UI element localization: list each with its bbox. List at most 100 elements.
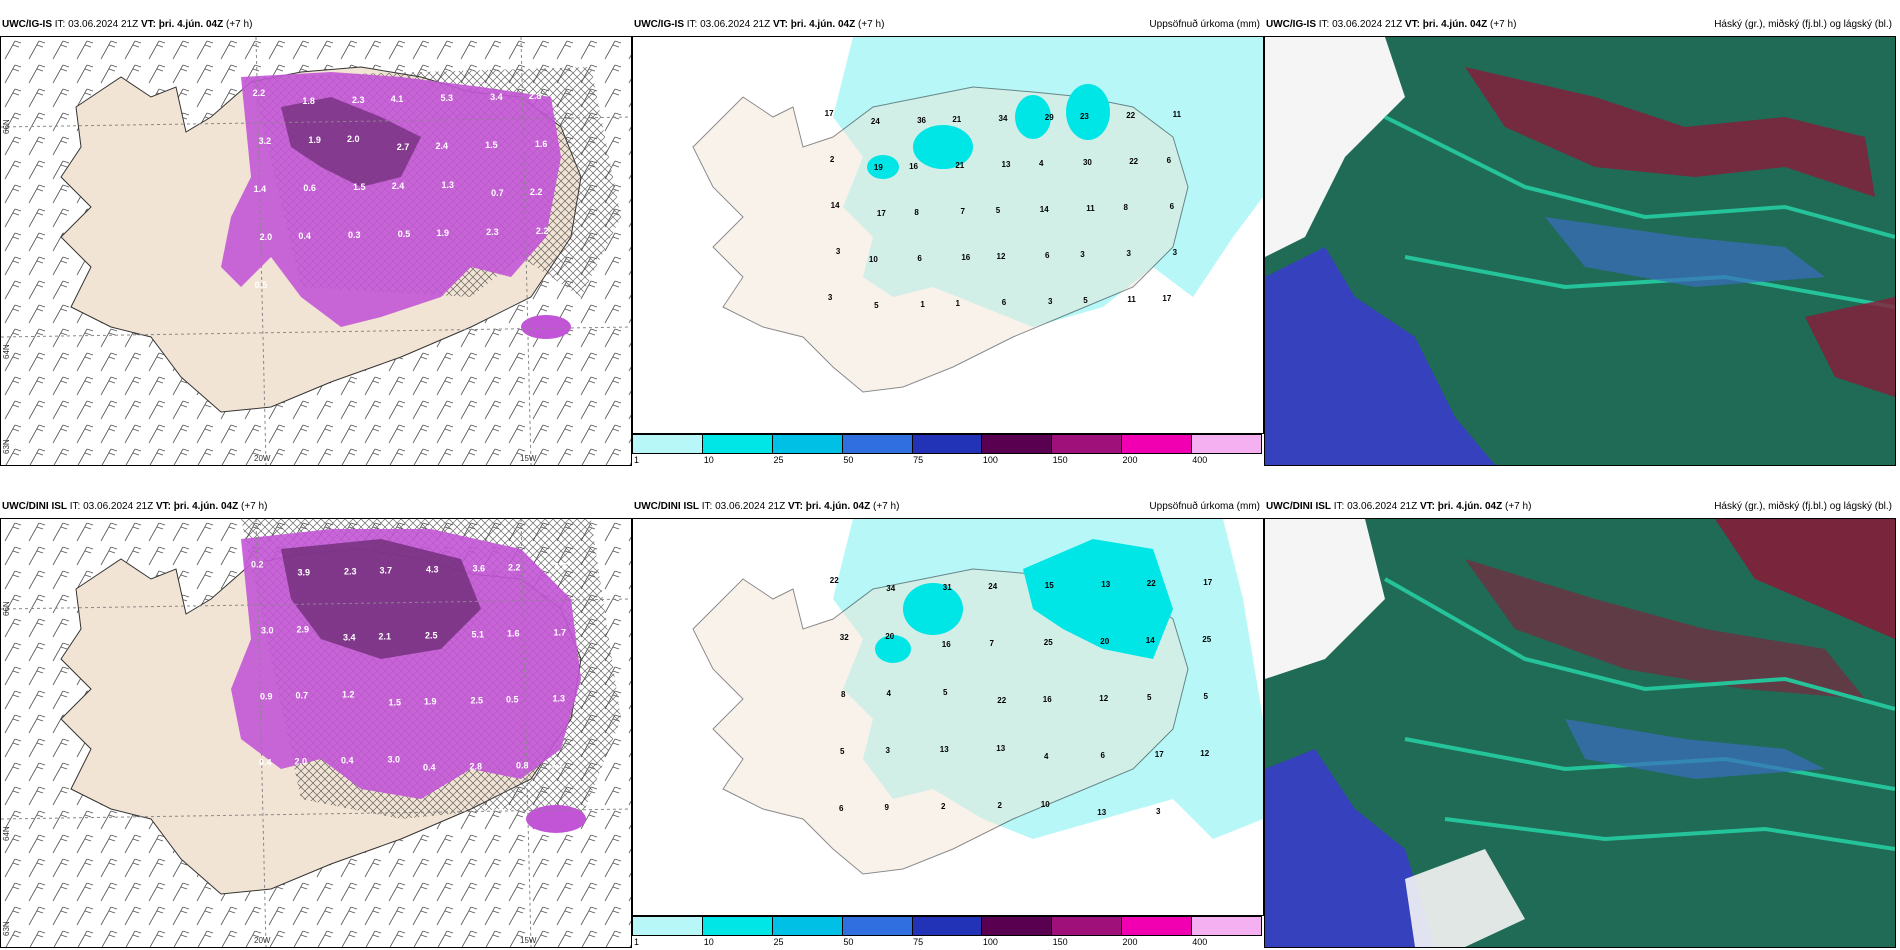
value-label: 24 [871, 117, 880, 126]
lead-time: (+7 h) [858, 19, 885, 30]
precip-max [1066, 84, 1110, 140]
value-label: 2.0 [347, 134, 360, 144]
cloud-map-canvas [1265, 37, 1895, 465]
value-label: 2 [830, 155, 835, 164]
value-label: 17 [825, 109, 834, 118]
legend-tick: 10 [703, 937, 714, 947]
value-label: 5 [840, 747, 845, 756]
value-label: 3 [828, 293, 833, 302]
legend-swatch [1192, 435, 1262, 453]
legend-swatch [982, 435, 1053, 453]
value-label: 22 [997, 696, 1006, 705]
map-title: Uppsöfnuð úrkoma (mm) [1149, 501, 1260, 512]
value-label: 20 [1100, 637, 1109, 646]
precip-max [1023, 539, 1173, 659]
it-label: IT: [54, 19, 66, 30]
panel-precip-dini: UWC/DINI ISL IT: 03.06.2024 21Z VT: þri.… [632, 496, 1264, 947]
value-label: 11 [1086, 204, 1095, 213]
panel-header: UWC/DINI ISL IT: 03.06.2024 21Z VT: þri.… [632, 496, 1264, 518]
value-label: 12 [1200, 749, 1209, 758]
value-label: 17 [1203, 578, 1212, 587]
value-label: 0.5 [255, 280, 268, 290]
vt-label: VT: [1419, 501, 1435, 512]
value-label: 2.3 [344, 567, 357, 577]
vt-value: þri. 4.jún. 04Z [173, 501, 239, 512]
map-title: Háský (gr.), miðský (fj.bl.) og lágský (… [1714, 501, 1892, 512]
lon-label: 20W [254, 454, 271, 463]
value-label: 0.3 [348, 230, 361, 240]
legend-tick: 200 [1122, 455, 1138, 465]
snow-map: 0.2 3.9 2.3 3.7 4.3 3.6 2.2 1.5 3.0 2.9 3.4 2.1 2.5 5… [0, 518, 632, 948]
value-label: 1 [956, 299, 961, 308]
value-label: 2.4 [392, 181, 405, 191]
legend-tick: 50 [843, 937, 854, 947]
it-value: 03.06.2024 21Z [715, 501, 786, 512]
value-label: 7 [961, 207, 966, 216]
value-label: 4 [887, 689, 892, 698]
high-cloud-red [1465, 559, 1865, 699]
value-label: 32 [840, 633, 849, 642]
value-label: 10 [869, 255, 878, 264]
value-label: 30 [1083, 158, 1092, 167]
panel-header: UWC/IG-IS IT: 03.06.2024 21Z VT: þri. 4.… [0, 14, 632, 36]
precip-max [903, 583, 963, 635]
vt-label: VT: [772, 19, 788, 30]
precip-max [875, 635, 911, 663]
value-label: 36 [917, 116, 926, 125]
value-label: 1.8 [302, 96, 315, 106]
legend-swatch [912, 917, 983, 935]
value-label: 21 [955, 161, 964, 170]
lead-time: (+7 h) [1505, 501, 1532, 512]
value-label: 4 [1039, 159, 1044, 168]
legend-swatch [702, 917, 773, 935]
graticule [520, 37, 532, 465]
value-label: 2.5 [425, 631, 438, 641]
value-label: 15 [1045, 581, 1054, 590]
value-label: 25 [1044, 638, 1053, 647]
legend-tick: 400 [1192, 937, 1208, 947]
cloud-edge [1384, 115, 1895, 309]
value-label: 1.2 [551, 760, 564, 770]
legend-swatch [1122, 435, 1193, 453]
precip-field-light [833, 37, 1263, 327]
legend-tick: 75 [913, 937, 924, 947]
precip-legend: 1 10 25 50 75 100 150 200 400 [632, 916, 1262, 950]
value-label: 2.2 [508, 563, 521, 573]
panel-clouds-dini: UWC/DINI ISL IT: 03.06.2024 21Z VT: þri.… [1264, 496, 1896, 948]
value-label: 6 [1045, 251, 1050, 260]
value-label: 6 [917, 254, 922, 263]
graticule [255, 519, 267, 947]
value-label: 8 [914, 208, 919, 217]
lat-label: 64N [2, 344, 11, 359]
legend-colorbar [632, 916, 1262, 936]
snow-core [281, 97, 421, 187]
map-title: Uppsöfnuð úrkoma (mm) [1149, 19, 1260, 30]
snow-patch [526, 805, 586, 833]
legend-tick: 100 [982, 937, 998, 947]
value-label: 9 [885, 803, 890, 812]
value-label: 12 [997, 252, 1006, 261]
value-label: 5.3 [440, 93, 453, 103]
value-label: 2.9 [296, 625, 309, 635]
value-label: 23 [1080, 112, 1089, 121]
value-label: 1.4 [254, 184, 267, 194]
value-label: 0.5 [506, 695, 519, 705]
it-label: IT: [1333, 501, 1345, 512]
model-name: UWC/IG-IS [634, 19, 684, 30]
lead-time: (+7 h) [873, 501, 900, 512]
value-label: 2 [941, 802, 946, 811]
legend-swatch [1052, 917, 1123, 935]
value-label: 24 [988, 582, 997, 591]
snow-map: 2.2 1.8 2.3 4.1 5.3 3.4 2.8 3.2 1.9 2.0 2.7 2.4 1.5 1… [0, 36, 632, 466]
lead-time: (+7 h) [1490, 19, 1517, 30]
precip-max [1015, 95, 1051, 139]
high-cloud-red [1805, 297, 1895, 397]
legend-swatch [912, 435, 983, 453]
value-label: 2.3 [352, 95, 365, 105]
graticule [255, 37, 267, 465]
mid-cloud [1545, 217, 1825, 287]
value-label: 1.9 [308, 135, 321, 145]
legend-tick: 1 [634, 455, 640, 465]
